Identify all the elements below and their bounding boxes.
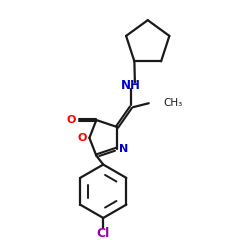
Text: Cl: Cl: [96, 227, 110, 240]
Text: O: O: [67, 115, 76, 125]
Text: N: N: [120, 144, 129, 154]
Text: CH₃: CH₃: [164, 98, 183, 108]
Text: NH: NH: [121, 79, 141, 92]
Text: O: O: [78, 133, 87, 143]
